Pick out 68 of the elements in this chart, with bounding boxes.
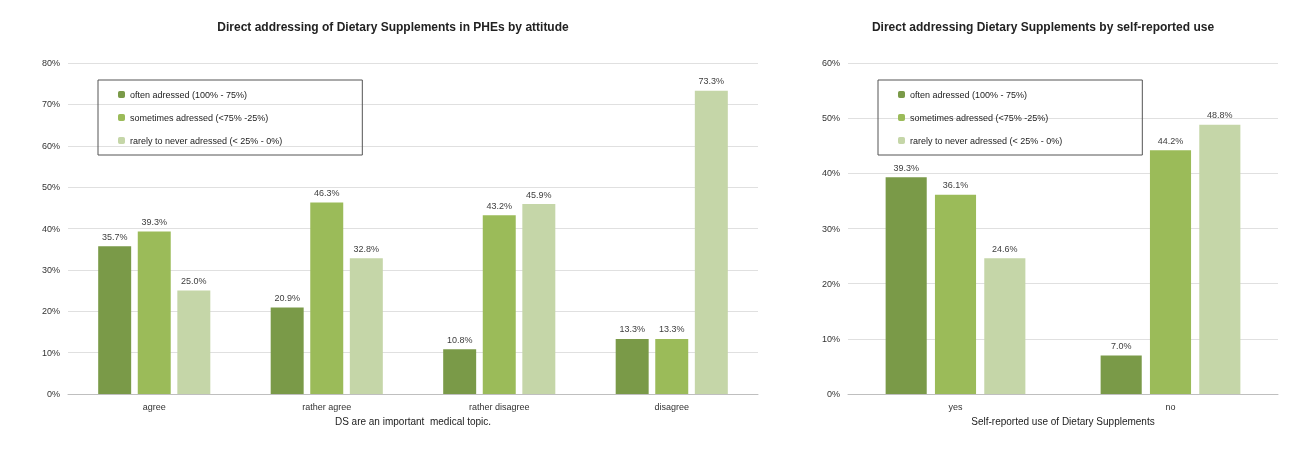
y-tick-label: 80% xyxy=(41,58,60,68)
data-label: 13.3% xyxy=(619,324,645,335)
bar xyxy=(482,215,516,394)
data-label: 44.2% xyxy=(1157,135,1184,146)
y-tick-label: 20% xyxy=(821,278,840,289)
x-tick-label: disagree xyxy=(654,401,690,412)
bar xyxy=(310,202,344,394)
data-label: 48.8% xyxy=(1207,110,1233,121)
bar xyxy=(655,338,689,394)
data-label: 35.7% xyxy=(101,231,128,242)
legend-label: sometimes adressed (<75% -25%) xyxy=(910,112,1049,123)
y-tick-label: 40% xyxy=(821,168,840,179)
y-tick-label: 50% xyxy=(821,113,840,124)
data-label: 45.9% xyxy=(526,189,552,200)
data-label: 39.3% xyxy=(141,216,168,227)
y-tick-label: 10% xyxy=(821,333,840,344)
bar xyxy=(443,349,477,394)
data-label: 39.3% xyxy=(893,162,919,173)
x-tick-label: rather agree xyxy=(302,401,352,412)
y-tick-label: 50% xyxy=(41,182,60,193)
data-label: 7.0% xyxy=(1110,340,1132,351)
chart-title: Direct addressing of Dietary Supplements in PHEs by attitude xyxy=(217,20,570,34)
x-tick-label: yes xyxy=(948,401,963,412)
data-label: 46.3% xyxy=(313,187,340,198)
data-label: 36.1% xyxy=(942,180,969,191)
bar xyxy=(615,338,649,394)
data-label: 25.0% xyxy=(181,276,207,287)
x-tick-label: agree xyxy=(142,401,166,412)
bar xyxy=(1199,124,1241,394)
y-tick-label: 70% xyxy=(41,99,60,110)
bar xyxy=(522,204,556,394)
data-label: 10.8% xyxy=(446,334,473,345)
y-tick-label: 0% xyxy=(46,389,60,399)
y-tick-label: 40% xyxy=(41,223,60,234)
bar xyxy=(137,231,171,394)
bar xyxy=(1100,355,1142,394)
bar xyxy=(98,246,132,394)
y-tick-label: 30% xyxy=(41,264,60,275)
legend-label: often adressed (100% - 75%) xyxy=(130,89,248,100)
data-label: 13.3% xyxy=(658,324,685,335)
legend-label: sometimes adressed (<75% -25%) xyxy=(130,112,269,123)
legend-label: rarely to never adressed (< 25% - 0%) xyxy=(910,135,1063,146)
y-tick-label: 60% xyxy=(41,140,60,151)
bar xyxy=(694,90,728,394)
x-axis-title: DS are an important medical topic. xyxy=(334,415,492,427)
x-axis-title: Self-reported use of Dietary Supplements xyxy=(971,415,1155,427)
data-label: 73.3% xyxy=(698,76,725,87)
y-tick-label: 60% xyxy=(821,58,840,68)
y-tick-label: 0% xyxy=(826,389,840,399)
bar xyxy=(1149,150,1192,394)
bar xyxy=(270,307,304,394)
bar xyxy=(984,258,1026,394)
bar xyxy=(934,194,977,394)
data-label: 24.6% xyxy=(992,243,1018,254)
y-tick-label: 20% xyxy=(41,306,60,317)
bar xyxy=(885,177,927,394)
legend-label: rarely to never adressed (< 25% - 0%) xyxy=(130,135,283,146)
x-tick-label: rather disagree xyxy=(468,401,530,412)
legend-label: often adressed (100% - 75%) xyxy=(910,89,1028,100)
data-label: 20.9% xyxy=(274,293,300,304)
bar xyxy=(349,258,383,394)
chart-title: Direct addressing Dietary Supplements by self-reported use xyxy=(871,20,1215,34)
y-tick-label: 10% xyxy=(41,347,60,358)
bar xyxy=(177,290,211,394)
data-label: 43.2% xyxy=(486,200,513,211)
y-tick-label: 30% xyxy=(821,223,840,234)
data-label: 32.8% xyxy=(353,243,380,254)
x-tick-label: no xyxy=(1165,401,1176,412)
